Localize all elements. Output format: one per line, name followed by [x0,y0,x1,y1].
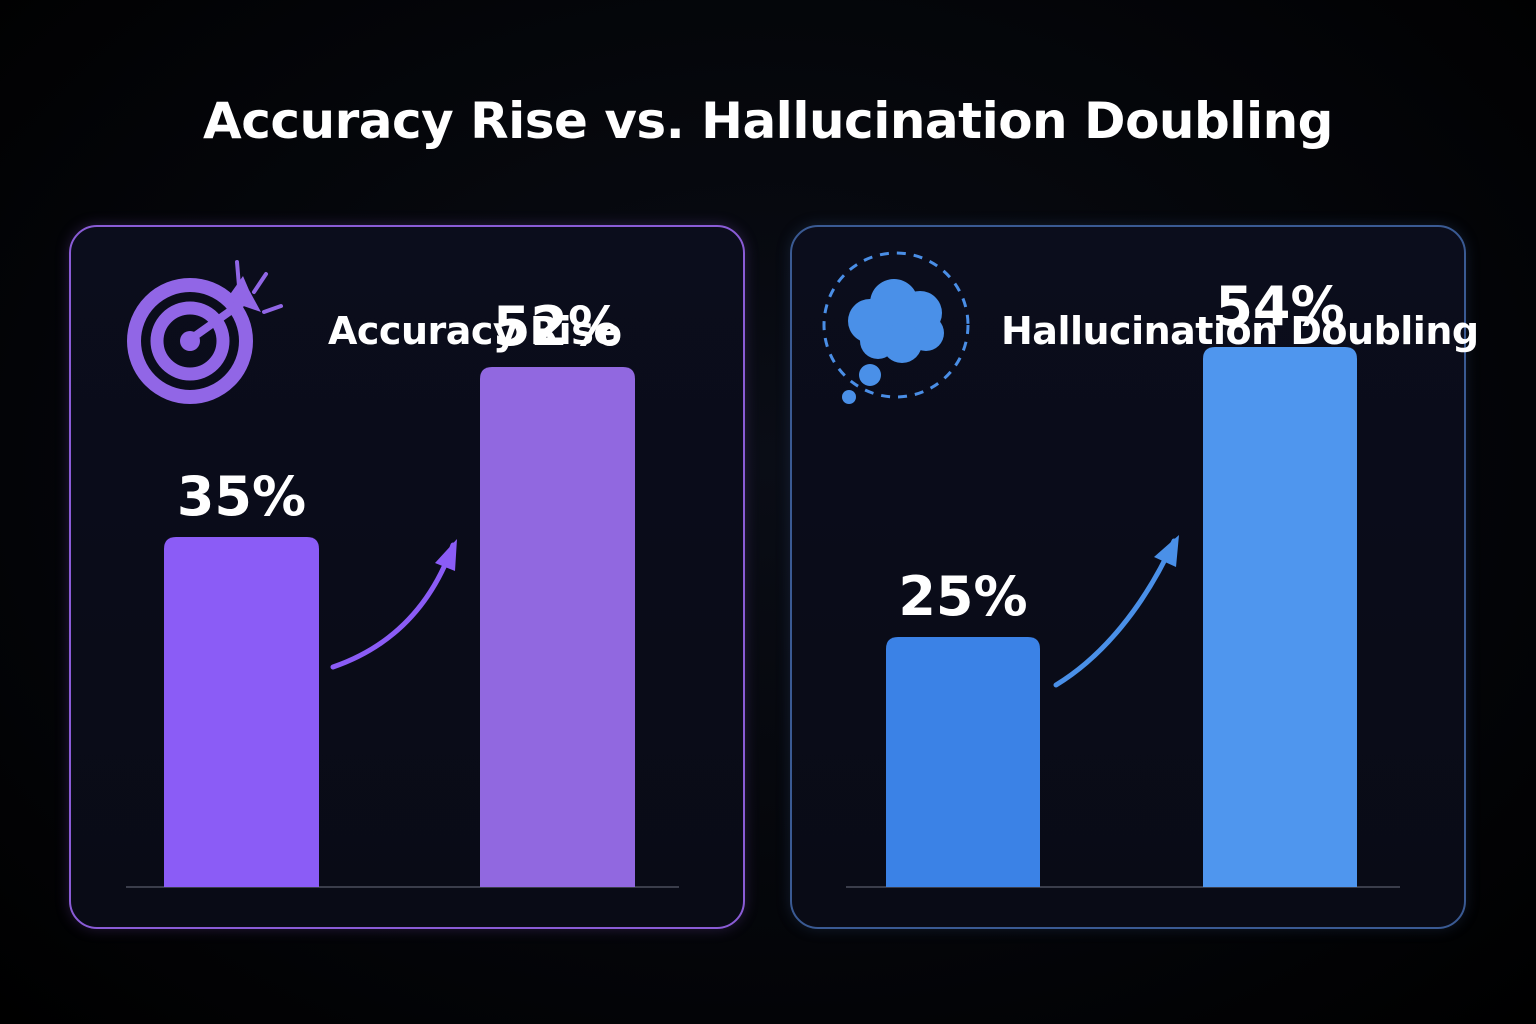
accuracy-panel: Accuracy Rise 35% 52% [69,225,745,929]
bar-value-label-1: 25% [898,565,1027,628]
bar-2 [480,367,635,887]
accuracy-chart: 35% 52% [126,295,679,888]
hallucination-panel-title: Hallucination Doubling [1001,309,1479,353]
bar-1 [886,637,1040,887]
bar-value-label-1: 35% [177,465,306,528]
bar-2 [1203,347,1357,887]
bar-1 [164,537,319,887]
trend-arrow-head [435,539,457,571]
hallucination-panel: Hallucination Doubling 25% 54% [790,225,1479,929]
target-icon [127,260,283,404]
thought-cloud-icon [822,251,970,404]
hallucination-chart: 25% 54% [846,275,1400,888]
accuracy-panel-title: Accuracy Rise [328,309,619,353]
bar-value-label-2: 54% [1215,275,1344,338]
trend-arrow-head [1154,535,1179,567]
trend-arrow [330,542,456,670]
trend-arrow [1053,538,1177,688]
bar-value-label-2: 52% [493,295,622,358]
main-title: Accuracy Rise vs. Hallucination Doubling [203,92,1333,150]
